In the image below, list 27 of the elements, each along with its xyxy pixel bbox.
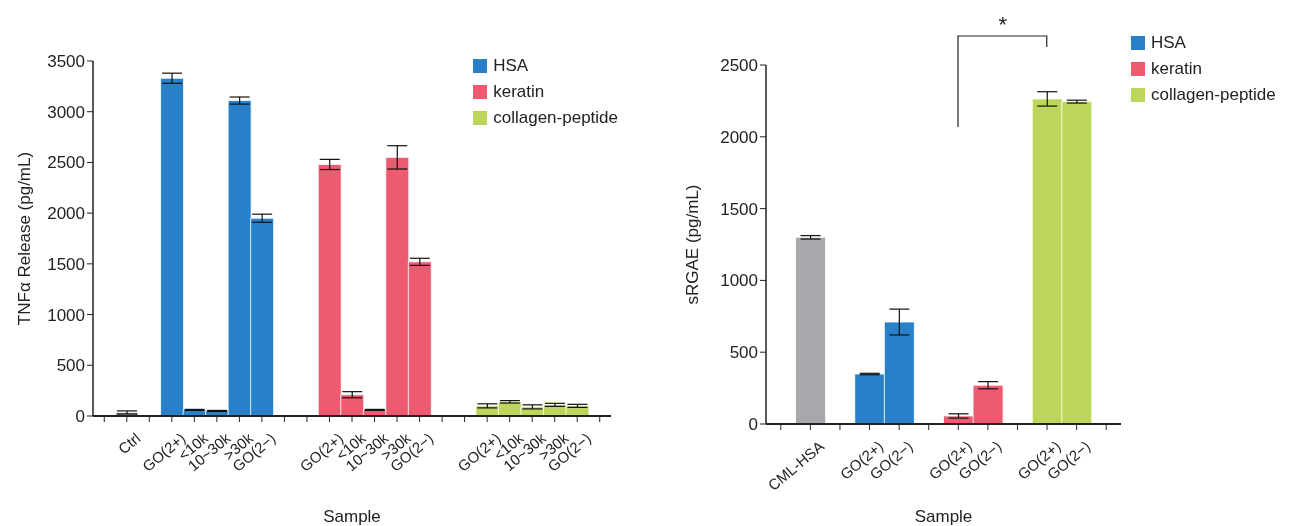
y-tick-label: 2500 xyxy=(720,56,758,76)
y-tick-label: 1000 xyxy=(47,305,85,325)
legend-label: collagen-peptide xyxy=(1151,84,1276,106)
y-tick-label: 3500 xyxy=(47,52,85,72)
legend-label: keratin xyxy=(1151,58,1203,80)
y-tick-label: 0 xyxy=(75,407,85,427)
legend-label: HSA xyxy=(493,55,529,77)
legend-label: keratin xyxy=(493,81,545,103)
y-tick-label: 1000 xyxy=(720,271,758,291)
y-tick-label: 500 xyxy=(729,343,758,363)
legend-label: HSA xyxy=(1151,32,1186,54)
y-axis-title: TNFα Release (pg/mL) xyxy=(15,151,35,326)
x-axis-title: Sample xyxy=(914,507,973,526)
y-tick-label: 2000 xyxy=(47,204,85,224)
y-tick-label: 0 xyxy=(748,415,758,435)
bar xyxy=(795,236,826,424)
y-tick-label: 500 xyxy=(56,356,85,376)
text: * xyxy=(997,12,1008,38)
x-axis-title: Sample xyxy=(323,507,381,526)
y-tick-label: 3000 xyxy=(47,102,85,122)
y-axis-title: sRGAE (pg/mL) xyxy=(683,184,703,305)
x-tick-label: Ctrl xyxy=(114,429,144,458)
y-tick-label: 1500 xyxy=(47,254,85,274)
y-tick-label: 2000 xyxy=(720,127,758,147)
y-tick-label: 2500 xyxy=(47,153,85,173)
legend-label: collagen-peptide xyxy=(493,107,618,129)
y-tick-label: 1500 xyxy=(720,199,758,219)
